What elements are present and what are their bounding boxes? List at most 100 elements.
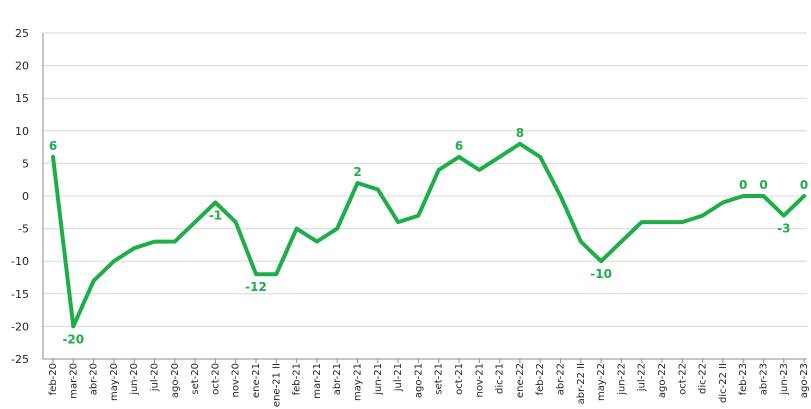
x-tick-label: nov-21: [474, 363, 485, 397]
data-point: [416, 214, 420, 218]
x-tick-label: oct-22: [677, 363, 688, 395]
data-point: [396, 220, 400, 224]
axes: [42, 33, 807, 363]
series: [51, 141, 807, 329]
x-tick-label: oct-20: [210, 363, 221, 395]
x-tick-label: mar-20: [68, 363, 79, 399]
x-tick-label: dic-22: [698, 363, 709, 394]
data-point: [173, 240, 177, 244]
data-point: [721, 201, 725, 205]
x-tick-label: set-21: [434, 363, 445, 395]
x-tick-label: jun-22: [616, 363, 627, 396]
x-tick-label: feb-22: [535, 363, 546, 395]
x-tick-label: may-22: [596, 363, 607, 401]
x-tick-label: ago-22: [657, 363, 668, 398]
data-label: -12: [245, 280, 267, 294]
data-point: [132, 246, 136, 250]
x-tick-label: feb-23: [738, 363, 749, 395]
x-tick-label: ene-22: [515, 363, 526, 398]
data-label: 8: [516, 126, 524, 140]
data-point: [335, 227, 339, 231]
data-point: [92, 279, 96, 283]
data-point: [802, 194, 806, 198]
x-tick-label: dic-22 II: [718, 363, 729, 403]
data-label: -10: [590, 267, 612, 281]
data-point: [457, 155, 461, 159]
x-tick-label: abr-20: [89, 363, 100, 395]
y-tick-label: 5: [22, 157, 29, 170]
x-tick-label: abr-23: [759, 363, 770, 395]
data-point: [193, 220, 197, 224]
y-tick-label: -20: [11, 320, 29, 333]
x-tick-label: may-20: [109, 363, 120, 401]
data-label: 0: [739, 178, 747, 192]
gridlines: [43, 32, 807, 327]
data-point: [701, 214, 705, 218]
data-point: [477, 168, 481, 172]
x-tick-label: set-20: [190, 363, 201, 395]
x-tick-label: nov-20: [231, 363, 242, 397]
y-tick-label: 25: [15, 27, 29, 40]
data-point: [376, 187, 380, 191]
data-point: [112, 259, 116, 263]
data-point: [762, 194, 766, 198]
data-point: [153, 240, 157, 244]
x-tick-label: feb-21: [292, 363, 303, 395]
y-tick-labels: 25 20 15 10 5 0 -5 -10 -15 -20 -25: [11, 27, 29, 366]
data-point: [538, 155, 542, 159]
x-tick-label: jul-20: [150, 363, 161, 392]
data-point: [559, 194, 563, 198]
y-tick-label: 10: [15, 125, 29, 138]
data-point: [356, 181, 360, 185]
x-tick-label: feb-20: [48, 363, 59, 395]
data-point: [437, 168, 441, 172]
x-tick-label: abr-22: [556, 363, 567, 395]
data-point: [234, 220, 238, 224]
y-tick-label: 15: [15, 92, 29, 105]
x-tick-label: abr-21: [332, 363, 343, 395]
x-tick-label: mar-21: [312, 363, 323, 399]
x-tick-label: ene-21: [251, 363, 262, 398]
y-tick-label: -25: [11, 353, 29, 366]
data-label: -3: [777, 222, 790, 236]
x-tick-label: jun-23: [779, 363, 790, 396]
x-tick-label: ene-21 II: [271, 363, 282, 407]
data-point: [315, 240, 319, 244]
data-point: [274, 272, 278, 276]
data-label: 6: [455, 139, 463, 153]
x-tick-label: oct-21: [454, 363, 465, 395]
x-tick-label: jul-21: [393, 363, 404, 392]
data-label: 2: [353, 165, 361, 179]
y-tick-label: -10: [11, 255, 29, 268]
x-tick-label: dic-21: [495, 363, 506, 394]
data-point: [51, 155, 55, 159]
data-point: [71, 324, 75, 328]
y-tick-label: 0: [22, 190, 29, 203]
y-tick-label: -5: [18, 223, 29, 236]
x-tick-label: jul-22: [637, 363, 648, 392]
x-tick-label: ago-23: [799, 363, 810, 398]
data-label: 0: [759, 178, 767, 192]
data-point: [619, 240, 623, 244]
x-tick-labels: feb-20 mar-20 abr-20 may-20 jun-20 jul-20 ago-…: [48, 363, 810, 407]
series-line: [51, 141, 807, 329]
x-tick-label: jun-20: [129, 363, 140, 396]
x-tick-label: may-21: [353, 363, 364, 401]
x-tick-label: ago-20: [170, 363, 181, 398]
data-point: [518, 142, 522, 146]
x-tick-label: ago-21: [413, 363, 424, 398]
x-tick-label: abr-22 II: [576, 363, 587, 404]
data-label: -1: [209, 209, 222, 223]
data-point: [295, 227, 299, 231]
data-point: [254, 272, 258, 276]
y-tick-label: 20: [15, 60, 29, 73]
data-point: [498, 155, 502, 159]
data-point: [782, 214, 786, 218]
data-label: 0: [800, 178, 808, 192]
data-point: [741, 194, 745, 198]
data-label: -20: [62, 332, 84, 346]
data-point: [213, 201, 217, 205]
x-tick-label: jun-21: [373, 363, 384, 396]
